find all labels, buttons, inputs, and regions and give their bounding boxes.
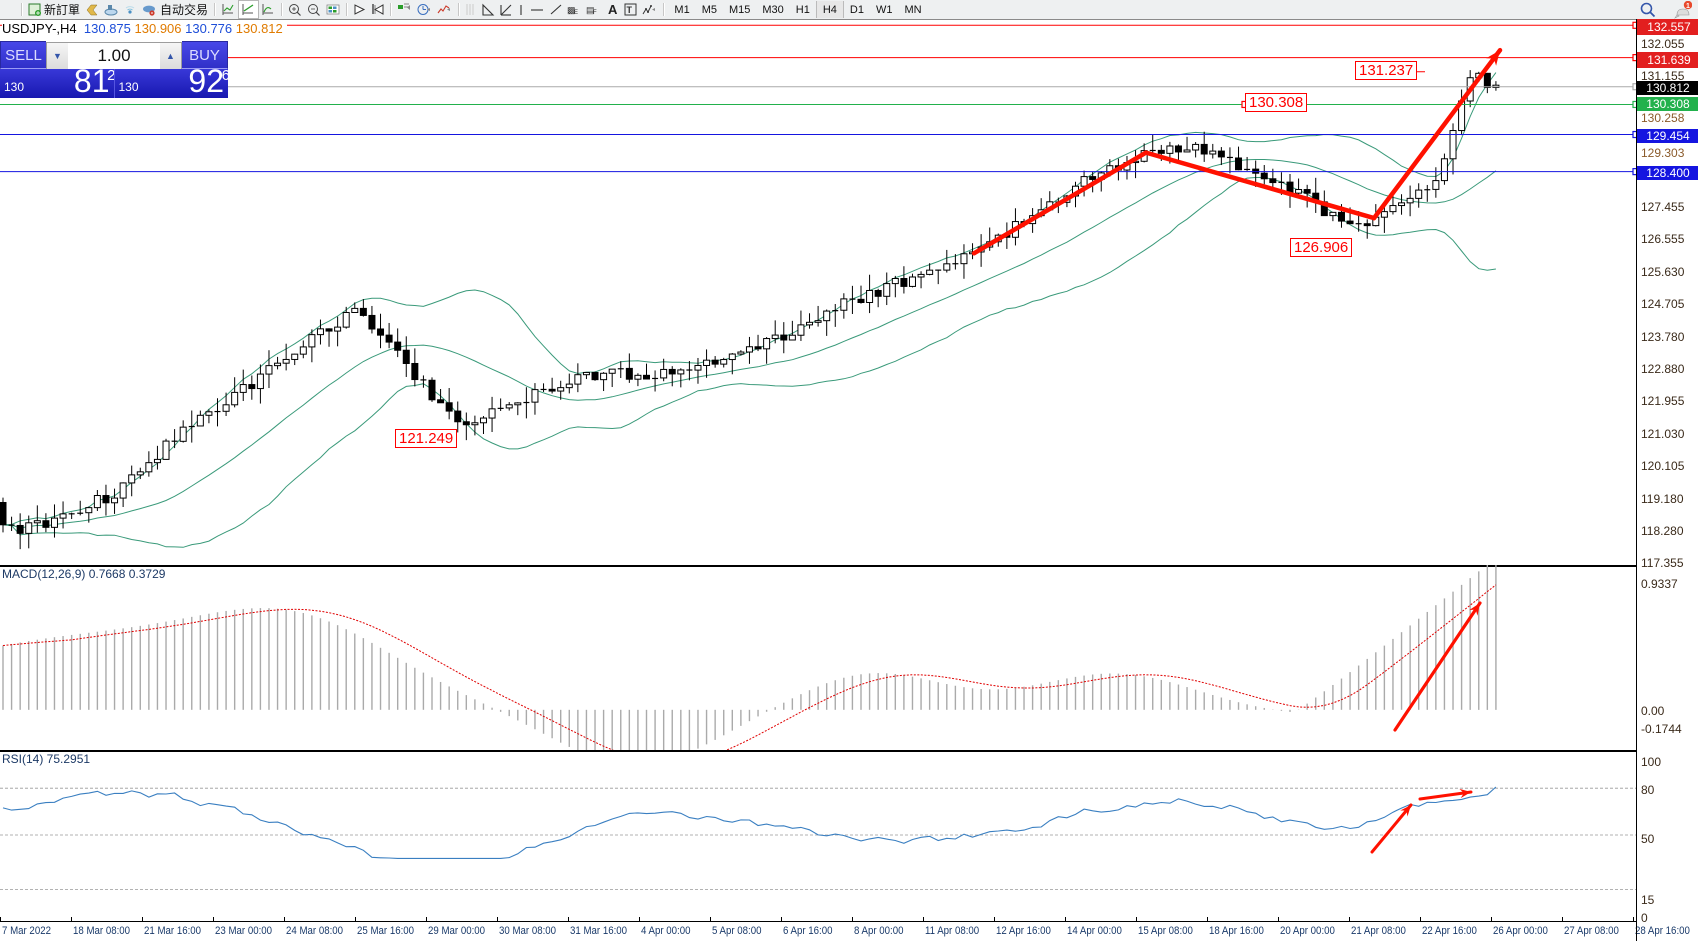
svg-text:1: 1 — [1686, 3, 1690, 10]
svg-text:E: E — [574, 10, 578, 16]
svg-text:F: F — [593, 10, 597, 16]
svg-text:T: T — [627, 5, 633, 15]
